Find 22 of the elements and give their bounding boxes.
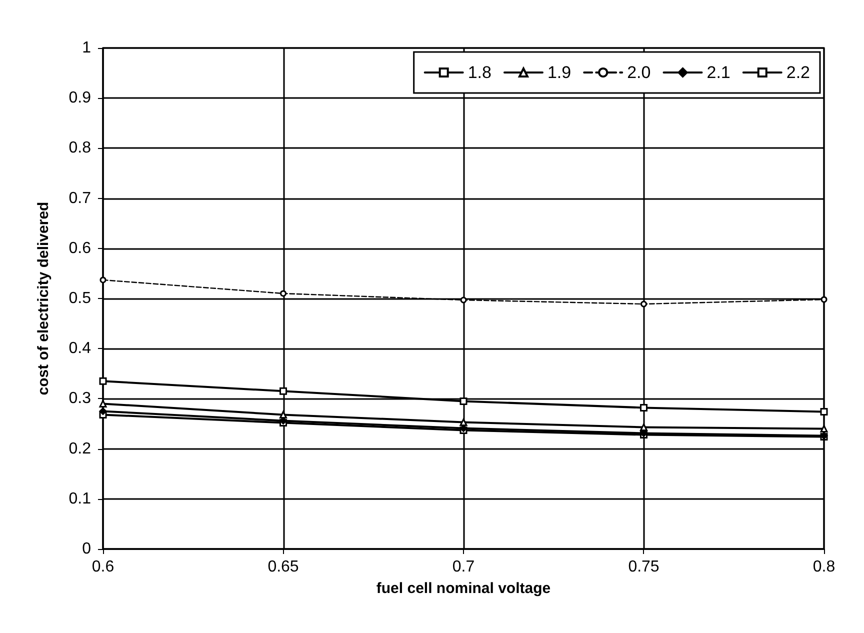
x-tick-label: 0.65 xyxy=(268,558,299,576)
y-tick-label: 0.3 xyxy=(68,390,92,408)
legend-label: 1.9 xyxy=(547,63,572,82)
x-tick-label: 0.75 xyxy=(628,558,660,576)
x-tick-label: 0.8 xyxy=(812,558,836,576)
y-tick-label: 0.5 xyxy=(68,290,92,307)
y-tick-label: 0.6 xyxy=(68,240,92,257)
y-tick-label: 0.8 xyxy=(68,140,92,157)
y-tick-label: 0.9 xyxy=(68,90,92,107)
y-tick-label: 0.7 xyxy=(68,190,92,207)
y-tick-label: 0.1 xyxy=(68,490,92,508)
x-axis-title: fuel cell nominal voltage xyxy=(376,580,551,597)
legend-label: 2.0 xyxy=(627,63,651,82)
y-tick-label: 0.2 xyxy=(68,440,92,458)
legend-label: 1.8 xyxy=(468,63,492,82)
y-axis-title: cost of electricity delivered xyxy=(35,202,52,396)
y-tick-label: 0.4 xyxy=(68,340,92,358)
y-tick-label: 1 xyxy=(82,40,92,56)
legend-label: 2.2 xyxy=(786,63,810,82)
y-tick-label: 0 xyxy=(82,540,92,558)
legend-label: 2.1 xyxy=(706,63,730,82)
x-tick-label: 0.7 xyxy=(452,558,475,576)
